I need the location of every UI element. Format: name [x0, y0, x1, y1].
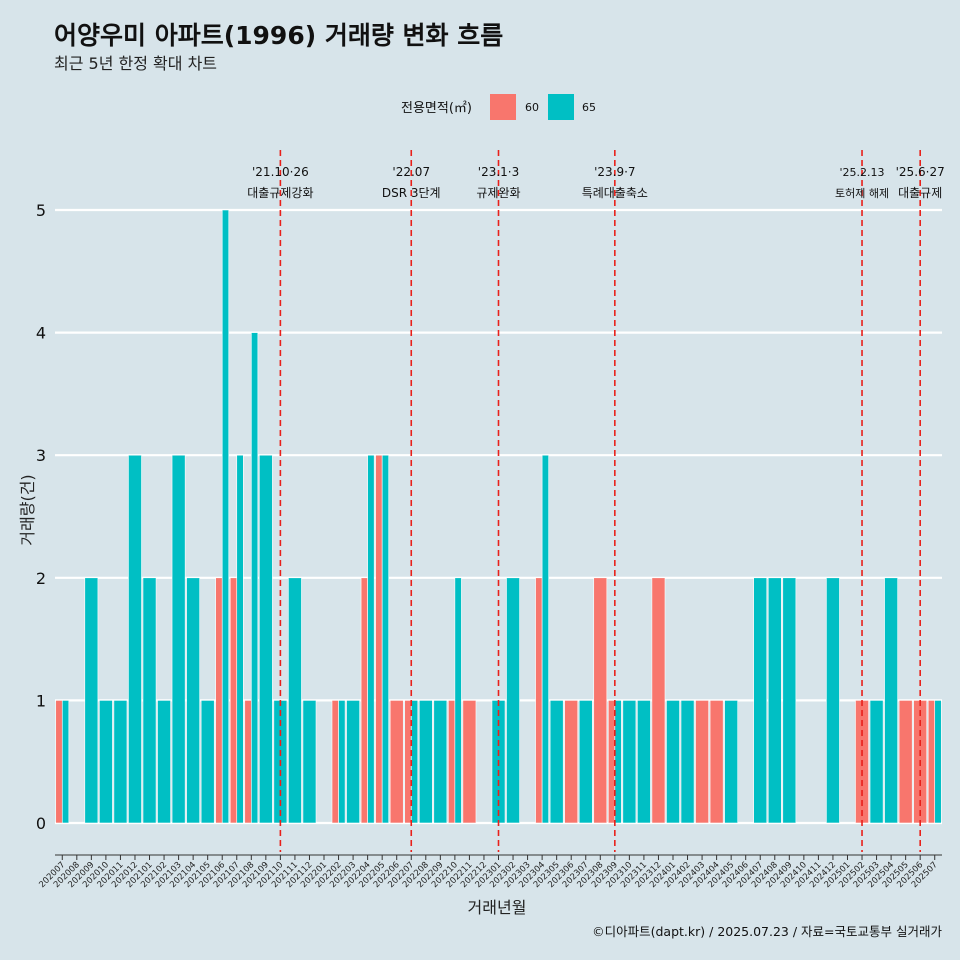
bar-65: [418, 700, 433, 824]
legend-label-65: 65: [582, 101, 596, 114]
event-date: '25.6·27: [896, 165, 945, 179]
bar-60: [404, 700, 412, 824]
bar-65: [157, 700, 171, 824]
bars: [55, 209, 942, 824]
event-label: 특례대출축소: [582, 186, 648, 200]
event-label: 대출규제강화: [247, 186, 313, 200]
event-date: '21.10·26: [252, 165, 309, 179]
y-tick-label: 0: [36, 814, 46, 833]
event-lines: [279, 150, 921, 852]
bar-65: [869, 700, 884, 824]
bar-65: [367, 454, 375, 824]
bar-65: [171, 454, 186, 824]
event-date: '22.07: [392, 165, 430, 179]
bar-60: [331, 700, 339, 824]
y-tick-label: 5: [36, 201, 46, 220]
bar-65: [826, 577, 840, 824]
y-axis-title: 거래량(건): [18, 474, 37, 545]
bar-65: [128, 454, 142, 824]
bar-65: [186, 577, 200, 824]
bar-65: [753, 577, 768, 824]
bar-65: [637, 700, 651, 824]
chart-subtitle: 최근 5년 한정 확대 차트: [54, 54, 217, 73]
legend-title: 전용면적(㎡): [401, 101, 472, 116]
legend-swatch-65: [548, 94, 574, 120]
legend-label-60: 60: [525, 101, 539, 114]
bar-60: [462, 700, 477, 824]
bar-60: [448, 700, 456, 824]
bar-65: [767, 577, 782, 824]
bar-65: [200, 700, 215, 824]
bar-60: [898, 700, 913, 824]
bar-65: [84, 577, 99, 824]
y-axis: 0 1 2 3 4 5: [36, 201, 46, 833]
bar-60: [55, 700, 63, 824]
bar-65: [338, 700, 346, 824]
bar-65: [578, 700, 593, 824]
bar-65: [680, 700, 695, 824]
legend: 전용면적(㎡) 60 65: [401, 94, 596, 120]
bar-65: [622, 700, 637, 824]
bar-65: [506, 577, 520, 824]
bar-65: [346, 700, 360, 824]
event-label: DSR 3단계: [382, 186, 441, 200]
chart-title: 어양우미 아파트(1996) 거래량 변화 흐름: [54, 21, 503, 50]
bar-65: [381, 454, 390, 824]
event-annotations: '21.10·26 대출규제강화 '22.07 DSR 3단계 '23.1·3 규제완화 '…: [247, 165, 944, 200]
event-date: '23.1·3: [478, 165, 519, 179]
legend-swatch-60: [490, 94, 516, 120]
bar-65: [454, 577, 462, 824]
event-label: 토허제 해제: [835, 186, 889, 200]
bar-65: [541, 454, 549, 824]
event-date: '23.9·7: [594, 165, 635, 179]
bar-65: [410, 700, 419, 824]
bar-65: [61, 700, 70, 824]
caption: ©디아파트(dapt.kr) / 2025.07.23 / 자료=국토교통부 실…: [592, 924, 942, 939]
bar-60: [651, 577, 666, 824]
bar-65: [142, 577, 157, 824]
bar-60: [389, 700, 404, 824]
bar-65: [666, 700, 680, 824]
bar-60: [709, 700, 724, 824]
y-tick-label: 1: [36, 691, 46, 710]
y-tick-label: 2: [36, 569, 46, 588]
bar-65: [782, 577, 797, 824]
bar-60: [564, 700, 579, 824]
event-label: 대출규제: [898, 186, 942, 200]
bar-65: [221, 209, 230, 824]
bar-65: [236, 454, 244, 824]
bar-65: [251, 332, 259, 824]
bar-65: [549, 700, 564, 824]
bar-60: [695, 700, 709, 824]
bar-60: [215, 577, 223, 824]
bar-65: [934, 700, 942, 824]
y-tick-label: 4: [36, 324, 46, 343]
event-label: 규제완화: [476, 186, 520, 200]
event-date: '25.2.13: [840, 166, 885, 179]
y-tick-label: 3: [36, 446, 46, 465]
bar-65: [259, 454, 273, 824]
bar-60: [229, 577, 238, 824]
bar-65: [288, 577, 302, 824]
bar-60: [360, 577, 368, 824]
x-axis-title: 거래년월: [468, 898, 527, 917]
bar-60: [244, 700, 252, 824]
bar-65: [614, 700, 622, 824]
bar-60: [375, 454, 383, 824]
bar-60: [607, 700, 616, 824]
bar-60: [593, 577, 608, 824]
bar-65: [724, 700, 738, 824]
bar-65: [302, 700, 317, 824]
bar-65: [113, 700, 128, 824]
bar-60: [927, 700, 936, 824]
bar-65: [433, 700, 448, 824]
bar-65: [884, 577, 898, 824]
bar-65: [99, 700, 113, 824]
bar-60: [535, 577, 543, 824]
